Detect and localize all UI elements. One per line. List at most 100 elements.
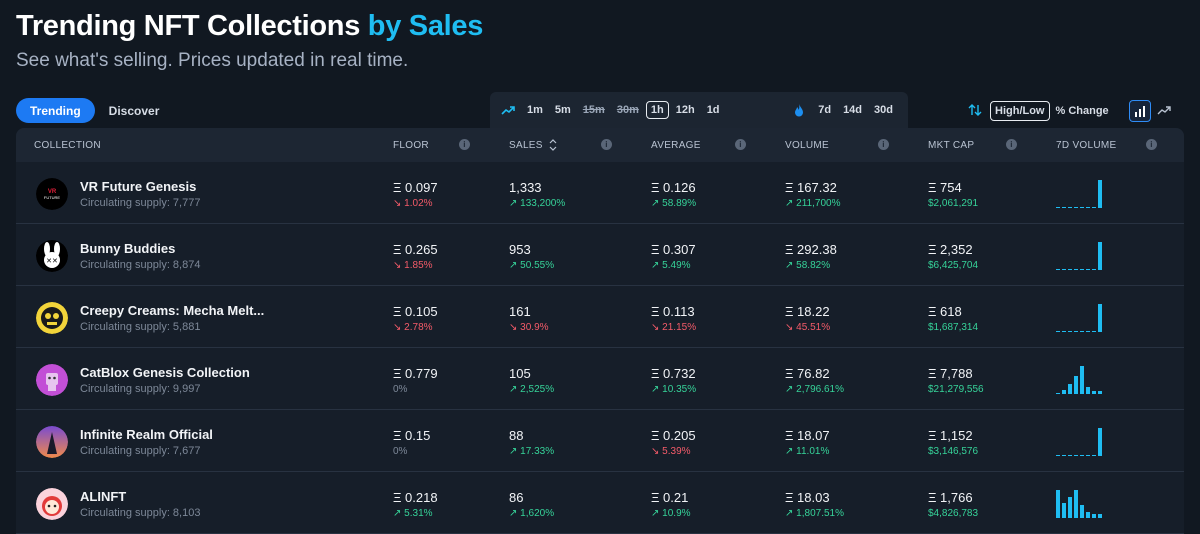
sales-change: ↗ 17.33% (509, 446, 555, 457)
arrow-up-icon: ↗ (509, 508, 521, 519)
timeframe-14d[interactable]: 14d (843, 104, 863, 116)
flame-icon (789, 101, 809, 119)
circulating-supply: Circulating supply: 7,777 (80, 197, 201, 209)
tab-discover[interactable]: Discover (108, 103, 160, 118)
col-floor[interactable]: FLOOR (393, 140, 429, 151)
tab-trending[interactable]: Trending (16, 98, 95, 123)
table-row[interactable]: ✕✕ Bunny Buddies Circulating supply: 8,874… (16, 224, 1184, 286)
timeframe-12h[interactable]: 12h (675, 104, 695, 116)
sales-count: 88 (509, 428, 524, 443)
collection-name[interactable]: Bunny Buddies (80, 241, 176, 256)
sparkline-bar (1086, 512, 1090, 518)
floor-info-icon[interactable]: i (459, 139, 470, 150)
col-volume[interactable]: VOLUME (785, 140, 830, 151)
sparkline-bar (1068, 384, 1072, 394)
line-chart-view-button[interactable] (1157, 105, 1171, 118)
mkt-cap-info-icon[interactable]: i (1006, 139, 1017, 150)
high-low-toggle[interactable]: High/Low (990, 101, 1050, 121)
col-mkt-cap[interactable]: MKT CAP (928, 140, 975, 151)
sparkline-bar (1056, 207, 1060, 208)
collection-avatar[interactable] (36, 426, 68, 458)
title-accent: by Sales (367, 10, 484, 42)
sort-arrows-icon[interactable] (968, 103, 982, 119)
floor-price: Ξ 0.15 (393, 428, 431, 443)
sales-info-icon[interactable]: i (601, 139, 612, 150)
col-average[interactable]: AVERAGE (651, 140, 701, 151)
timeframe-1m[interactable]: 1m (527, 104, 543, 116)
sort-icon[interactable] (549, 139, 557, 154)
market-cap: Ξ 1,152 (928, 428, 973, 443)
sparkline-bar (1080, 269, 1084, 270)
volume-change: ↗ 11.01% (785, 446, 830, 457)
sparkline-bar (1062, 455, 1066, 456)
average-change: ↗ 10.9% (651, 508, 691, 519)
percent-change-toggle[interactable]: % Change (1055, 105, 1109, 117)
collection-avatar[interactable]: VR FUTURE (36, 178, 68, 210)
circulating-supply: Circulating supply: 5,881 (80, 321, 201, 333)
collection-avatar[interactable]: ✕✕ (36, 240, 68, 272)
collection-name[interactable]: VR Future Genesis (80, 179, 197, 194)
table-row[interactable]: Infinite Realm Official Circulating suppl… (16, 410, 1184, 472)
sparkline-bar (1086, 207, 1090, 208)
sales-count: 105 (509, 366, 531, 381)
arrow-up-icon: ↗ (785, 260, 797, 271)
timeframe-7d[interactable]: 7d (818, 104, 832, 116)
table-row[interactable]: CatBlox Genesis Collection Circulating su… (16, 348, 1184, 410)
table-row[interactable]: ALINFT Circulating supply: 8,103 Ξ 0.218 ↗ … (16, 472, 1184, 534)
sparkline-bar (1074, 376, 1078, 394)
timeframe-1d[interactable]: 1d (706, 104, 720, 116)
arrow-up-icon: ↗ (651, 260, 663, 271)
volume-info-icon[interactable]: i (878, 139, 889, 150)
average-change: ↘ 5.39% (651, 446, 691, 457)
trending-up-icon (498, 101, 518, 119)
7d-volume-info-icon[interactable]: i (1146, 139, 1157, 150)
sales-change: ↗ 1,620% (509, 508, 555, 519)
collection-name[interactable]: Creepy Creams: Mecha Melt... (80, 303, 265, 318)
sparkline-bar (1092, 269, 1096, 270)
col-sales[interactable]: SALES (509, 140, 543, 151)
circulating-supply: Circulating supply: 8,874 (80, 259, 201, 271)
average-change: ↘ 21.15% (651, 322, 697, 333)
collection-avatar[interactable] (36, 302, 68, 334)
collection-name[interactable]: Infinite Realm Official (80, 427, 213, 442)
sparkline-bar (1068, 455, 1072, 456)
market-cap: Ξ 618 (928, 304, 962, 319)
bar-chart-view-button[interactable] (1128, 100, 1151, 122)
col-collection[interactable]: COLLECTION (34, 140, 101, 151)
sparkline-bar (1098, 304, 1102, 332)
average-info-icon[interactable]: i (735, 139, 746, 150)
collection-avatar[interactable] (36, 488, 68, 520)
table-row[interactable]: VR FUTURE VR Future Genesis Circulating sup… (16, 162, 1184, 224)
timeframe-bar: 1m 5m 15m 30m 1h 12h 1d 7d 14d 30d (490, 92, 908, 128)
arrow-down-icon: ↘ (509, 322, 521, 333)
sparkline-bar (1086, 387, 1090, 394)
arrow-up-icon: ↗ (509, 384, 521, 395)
volume-change: ↗ 211,700% (785, 198, 841, 209)
collection-name[interactable]: ALINFT (80, 489, 127, 504)
sparkline-bar (1098, 514, 1102, 518)
timeframe-30d[interactable]: 30d (874, 104, 893, 116)
view-tabs: Trending Discover (16, 98, 173, 123)
arrow-up-icon: ↗ (393, 508, 405, 519)
sparkline-bar (1074, 331, 1078, 332)
floor-change: 0% (393, 384, 408, 395)
collection-name[interactable]: CatBlox Genesis Collection (80, 365, 250, 380)
sparkline-bar (1068, 331, 1072, 332)
sparkline-bar (1098, 428, 1102, 456)
svg-text:FUTURE: FUTURE (44, 195, 61, 200)
volume-change: ↘ 45.51% (785, 322, 831, 333)
sparkline-bar (1062, 269, 1066, 270)
collection-avatar[interactable] (36, 364, 68, 396)
sales-change: ↗ 133,200% (509, 198, 566, 209)
sparkline-bar (1098, 242, 1102, 270)
floor-change: ↗ 5.31% (393, 508, 433, 519)
col-7d-volume[interactable]: 7D VOLUME (1056, 140, 1117, 151)
timeframe-30m[interactable]: 30m (616, 104, 639, 116)
sparkline-bar (1080, 207, 1084, 208)
sparkline-bar (1098, 391, 1102, 394)
timeframe-5m[interactable]: 5m (554, 104, 571, 116)
timeframe-1h[interactable]: 1h (645, 101, 669, 119)
table-row[interactable]: Creepy Creams: Mecha Melt... Circulating … (16, 286, 1184, 348)
sparkline-bar (1080, 366, 1084, 394)
timeframe-15m[interactable]: 15m (582, 104, 605, 116)
